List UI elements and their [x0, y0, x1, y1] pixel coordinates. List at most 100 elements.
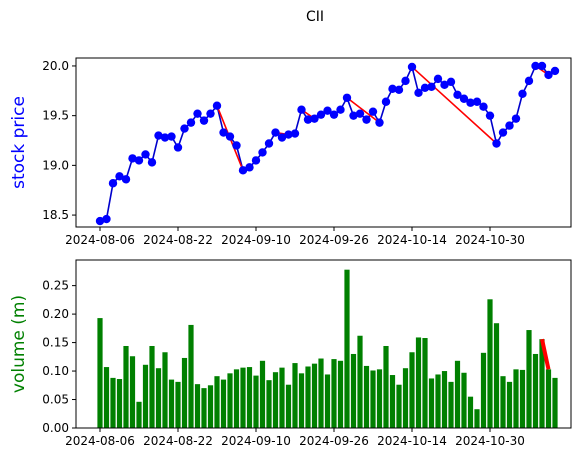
- price-point: [160, 133, 170, 142]
- volume-bar: [227, 373, 233, 428]
- price-point: [121, 175, 131, 184]
- price-xtick-label: 2024-10-14: [377, 233, 447, 247]
- volume-bar: [396, 384, 402, 428]
- volume-bar: [532, 353, 539, 428]
- volume-red-segment: [540, 338, 551, 370]
- price-point: [271, 128, 280, 137]
- price-point: [238, 166, 248, 175]
- volume-bar: [506, 381, 513, 428]
- price-point: [303, 115, 313, 124]
- volume-bar: [357, 335, 363, 428]
- volume-bar: [253, 375, 259, 428]
- volume-bar: [513, 369, 519, 428]
- volume-bar: [279, 367, 285, 428]
- volume-bar: [428, 378, 435, 428]
- price-x-ticks: 2024-08-06 2024-08-22 2024-09-10 2024-09-26…: [65, 227, 525, 247]
- volume-bar: [350, 353, 357, 428]
- volume-bar: [181, 357, 188, 428]
- price-ytick-label: 20.0: [42, 59, 69, 73]
- price-point: [394, 85, 404, 95]
- price-red-segment: [411, 66, 498, 145]
- price-y-axis-label: stock price: [9, 96, 29, 189]
- price-point: [498, 128, 508, 137]
- price-point: [264, 139, 274, 148]
- price-point: [550, 66, 560, 76]
- price-point: [544, 70, 553, 80]
- price-point: [219, 128, 228, 137]
- price-axes-frame: [75, 57, 572, 228]
- volume-bar: [116, 379, 123, 428]
- price-ytick-label: 19.0: [42, 158, 69, 172]
- price-point: [147, 158, 157, 167]
- volume-bar: [175, 381, 181, 428]
- volume-ytick-label: 0.00: [42, 421, 69, 435]
- price-panel: 18.519.019.520.0 2024-08-06 2024-08-22 202…: [9, 57, 572, 247]
- price-point: [173, 143, 183, 152]
- price-point: [485, 111, 495, 120]
- volume-bar: [123, 345, 129, 428]
- volume-bar: [331, 359, 337, 428]
- volume-xtick-label: 2024-09-26: [299, 434, 369, 448]
- volume-bar: [370, 370, 376, 428]
- volume-bar: [110, 377, 116, 428]
- volume-plot-area: [97, 269, 558, 428]
- price-point: [459, 94, 469, 103]
- volume-ytick-label: 0.10: [42, 364, 69, 378]
- volume-bar: [480, 352, 487, 428]
- price-point: [141, 150, 150, 159]
- volume-ytick-label: 0.05: [42, 393, 69, 407]
- price-point: [453, 90, 462, 99]
- volume-bar: [461, 372, 467, 428]
- volume-x-ticks: 2024-08-06 2024-08-22 2024-09-10 2024-09-26…: [65, 428, 525, 448]
- price-point: [511, 114, 521, 123]
- volume-bar: [162, 352, 168, 428]
- volume-xtick-label: 2024-10-14: [377, 434, 447, 448]
- volume-bar: [266, 380, 272, 428]
- price-point: [232, 141, 241, 150]
- volume-bar: [487, 299, 493, 428]
- volume-bar: [155, 368, 162, 428]
- volume-bar: [526, 330, 532, 428]
- volume-bar: [474, 409, 480, 428]
- price-point: [316, 110, 326, 119]
- volume-bar: [311, 363, 318, 428]
- price-point: [355, 109, 365, 118]
- price-red-segment: [346, 97, 380, 124]
- price-point: [206, 109, 215, 118]
- volume-ytick-label: 0.15: [42, 336, 69, 350]
- price-point: [388, 84, 397, 94]
- volume-bar: [233, 369, 240, 428]
- price-point: [199, 116, 209, 125]
- volume-bar: [292, 363, 298, 428]
- price-point: [537, 61, 547, 71]
- volume-bar: [149, 345, 155, 428]
- price-point: [193, 109, 202, 118]
- volume-bar: [415, 337, 422, 428]
- price-point: [108, 179, 118, 188]
- price-point: [290, 129, 300, 138]
- volume-bar: [344, 269, 350, 428]
- volume-bar: [318, 358, 324, 428]
- price-xtick-label: 2024-08-06: [65, 233, 135, 247]
- volume-bar: [500, 376, 506, 428]
- volume-axes-frame: [75, 259, 572, 429]
- price-point: [505, 121, 514, 130]
- volume-xtick-label: 2024-09-10: [221, 434, 291, 448]
- price-point: [225, 132, 235, 141]
- volume-bar: [305, 366, 311, 428]
- volume-bar: [142, 364, 149, 428]
- price-point: [433, 74, 443, 84]
- price-point: [95, 216, 105, 226]
- volume-bar: [409, 352, 415, 428]
- volume-y-ticks: 0.00 0.05 0.10 0.15 0.20 0.25: [42, 279, 76, 435]
- price-ytick-label: 18.5: [42, 208, 69, 222]
- price-point: [258, 148, 267, 157]
- volume-bar: [376, 369, 383, 428]
- price-point: [212, 101, 222, 110]
- price-point: [329, 110, 339, 119]
- volume-bar: [168, 379, 175, 428]
- volume-ytick-label: 0.20: [42, 307, 69, 321]
- price-point: [245, 163, 254, 172]
- price-point: [102, 214, 111, 224]
